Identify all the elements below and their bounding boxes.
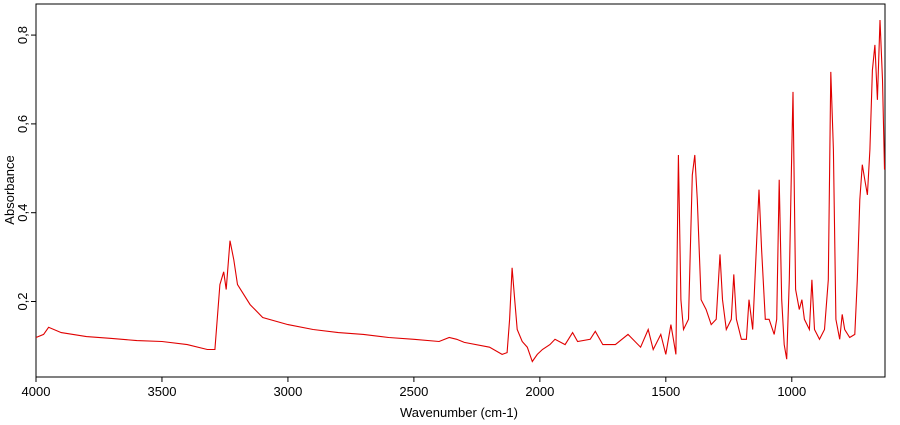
x-tick-label: 2000	[525, 384, 554, 399]
x-tick-label: 4000	[22, 384, 51, 399]
x-tick-label: 3000	[273, 384, 302, 399]
spectrum-line	[35, 19, 886, 363]
plot-frame	[35, 3, 886, 378]
x-axis-label: Wavenumber (cm-1)	[400, 405, 518, 420]
x-tick-label: 3500	[148, 384, 177, 399]
y-axis-label: Absorbance	[2, 155, 17, 224]
y-tick-label: 0,2	[15, 292, 30, 310]
x-tick-label: 1000	[777, 384, 806, 399]
y-tick-label: 0,8	[15, 26, 30, 44]
x-tick-label: 2500	[399, 384, 428, 399]
x-tick-label: 1500	[651, 384, 680, 399]
y-tick-label: 0,6	[15, 115, 30, 133]
y-tick-label: 0,4	[15, 204, 30, 222]
